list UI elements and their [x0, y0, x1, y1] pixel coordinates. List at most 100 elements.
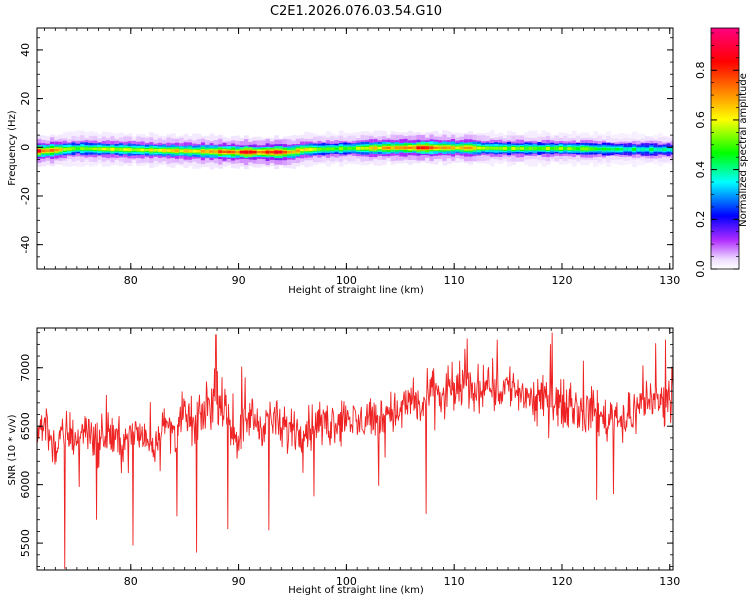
spectrogram-ticks: 80 90 100 110 120 130 40 20 0 -20 -40 — [19, 28, 680, 287]
spectral-band-cell — [338, 147, 344, 151]
spectral-band-cell — [614, 147, 620, 151]
spectral-band-cell — [37, 149, 42, 153]
colorbar-tick-label: 0.2 — [694, 211, 707, 229]
spectral-band-cell — [88, 147, 94, 151]
y-tick-label: 40 — [19, 43, 32, 57]
spectral-band-cell — [110, 147, 116, 151]
spectral-band-cell — [476, 146, 482, 150]
spectral-band-cell — [606, 147, 612, 151]
spectral-band-cell — [75, 147, 81, 150]
spectral-band-cell — [269, 150, 275, 154]
spectral-band-cell — [567, 147, 573, 150]
spectral-band-cell — [463, 146, 469, 150]
spectral-band-cell — [446, 146, 452, 150]
spectral-band-cell — [282, 150, 288, 154]
spectral-band-cell — [360, 146, 366, 150]
spectral-band-cell — [127, 148, 133, 152]
snr-ticks: 80 90 100 110 120 130 5500 6000 6500 7000 — [19, 328, 680, 588]
spectral-band-cell — [114, 147, 120, 151]
spectral-band-cell — [239, 150, 245, 154]
spectral-band-cell — [84, 147, 90, 150]
spectral-band-cell — [481, 146, 487, 150]
spectral-band-cell — [205, 150, 211, 153]
spectral-band-cell — [325, 147, 331, 151]
spectral-band-cell — [373, 146, 379, 150]
spectral-band-cell — [261, 150, 267, 154]
spectral-band-cell — [41, 149, 47, 153]
y-tick-label: -20 — [19, 187, 32, 205]
spectral-band-cell — [235, 150, 241, 154]
spectral-band — [37, 130, 673, 170]
spectral-band-cell — [670, 148, 673, 152]
spectrogram-panel: 80 90 100 110 120 130 40 20 0 -20 -40 Height of st… — [7, 27, 680, 296]
spectral-band-cell — [67, 147, 73, 151]
spectral-band-cell — [162, 148, 167, 152]
spectral-band-cell — [347, 147, 353, 150]
colorbar-tick-label: 0.4 — [694, 161, 707, 179]
spectral-band-cell — [93, 147, 98, 151]
spectral-band-cell — [149, 149, 155, 152]
spectral-band-cell — [45, 149, 51, 152]
spectral-band-cell — [243, 150, 249, 154]
spectral-band-cell — [584, 147, 590, 151]
spectral-band-cell — [265, 150, 271, 154]
spectral-band-cell — [588, 147, 594, 151]
spectral-band-cell — [291, 150, 297, 154]
x-tick-label: 130 — [659, 274, 680, 287]
spectral-band-cell — [308, 148, 314, 151]
x-tick-label: 120 — [551, 575, 572, 588]
spectral-band-cell — [528, 147, 534, 150]
spectral-band-cell — [575, 147, 581, 151]
spectral-band-cell — [274, 150, 280, 154]
spectral-band-cell — [640, 148, 646, 151]
spectral-band-cell — [399, 146, 405, 150]
spectral-band-cell — [459, 146, 465, 150]
spectral-band-cell — [334, 147, 340, 150]
colorbar-ticks: 0.0 0.2 0.4 0.6 0.8 — [694, 32, 739, 278]
x-tick-label: 110 — [444, 274, 465, 287]
spectral-band-cell — [601, 147, 607, 151]
spectral-band-cell — [209, 150, 215, 153]
spectral-band-cell — [369, 146, 374, 150]
spectral-band-cell — [300, 148, 305, 152]
spectral-band-cell — [183, 149, 189, 153]
spectral-band-cell — [123, 148, 129, 151]
spectral-band-cell — [231, 150, 236, 154]
spectral-band-cell — [131, 148, 137, 151]
y-tick-label: 5500 — [19, 529, 32, 557]
spectral-band-cell — [412, 146, 418, 150]
spectral-band-cell — [321, 147, 327, 151]
x-tick-label: 110 — [444, 575, 465, 588]
spectral-band-cell — [554, 147, 560, 150]
spectral-band-cell — [610, 147, 616, 151]
spectral-band-cell — [653, 148, 659, 151]
spectral-band-cell — [317, 147, 323, 151]
spectral-band-cell — [179, 149, 185, 153]
spectral-band-cell — [506, 147, 512, 150]
y-tick-label: 0 — [19, 144, 32, 151]
spectral-band-cell — [248, 150, 254, 154]
x-tick-label: 100 — [336, 274, 357, 287]
spectral-band-cell — [429, 146, 435, 150]
spectral-band-cell — [541, 147, 547, 150]
figure-title: C2E1.2026.076.03.54.G10 — [270, 4, 442, 19]
spectral-band-cell — [442, 146, 448, 150]
spectral-band-cell — [649, 148, 655, 152]
x-tick-label: 130 — [659, 575, 680, 588]
spectral-band-cell — [144, 148, 150, 152]
spectral-band-cell — [593, 147, 599, 151]
spectral-band-cell — [140, 148, 146, 152]
spectral-band-cell — [494, 146, 499, 150]
x-tick-label: 100 — [336, 575, 357, 588]
spectral-band-cell — [386, 146, 392, 150]
x-tick-label: 90 — [232, 575, 246, 588]
spectral-band-cell — [222, 150, 228, 153]
spectral-band-cell — [662, 148, 668, 152]
spectral-band-cell — [364, 146, 370, 150]
spectral-band-cell — [312, 147, 318, 151]
spectral-band-cell — [472, 146, 478, 150]
spectral-band-cell — [166, 149, 172, 152]
snr-xlabel: Height of straight line (km) — [288, 585, 424, 596]
spectrogram-xlabel: Height of straight line (km) — [288, 285, 424, 296]
